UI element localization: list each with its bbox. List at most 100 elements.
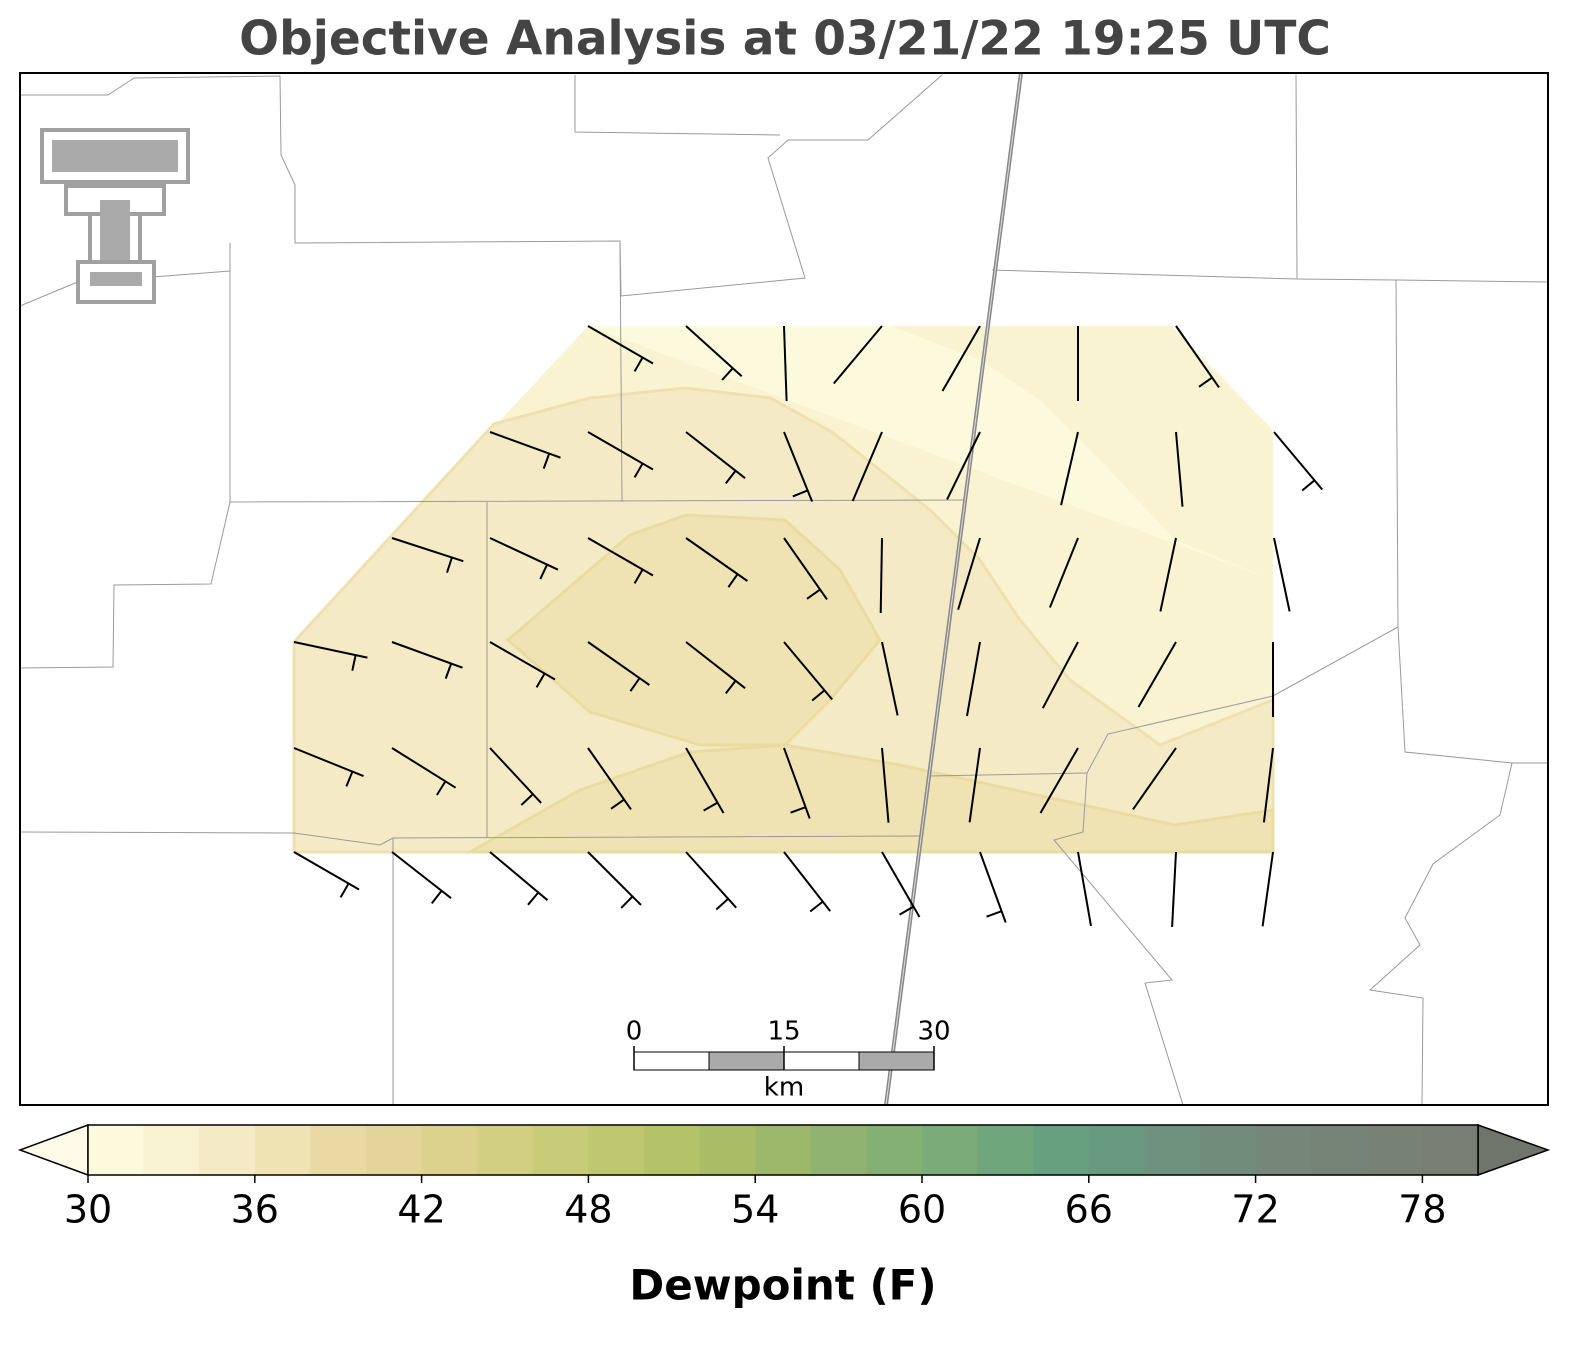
colorbar-bin [922,1125,979,1175]
dewpoint-field [292,326,1275,854]
wind-barb [1077,851,1092,927]
wind-barb [685,537,748,588]
colorbar-extend-low [17,1123,89,1177]
colorbar-bin [810,1125,867,1175]
wind-barb [1048,537,1079,608]
wind-barb [783,641,833,702]
colorbar-bin [532,1125,589,1175]
borders [19,74,1549,1106]
colorbar-bin [977,1125,1034,1175]
colorbar-tick-label: 72 [1231,1188,1279,1232]
colorbar-bin [1422,1125,1479,1175]
colorbar: 30 36 42 48 54 60 66 72 78 [17,1123,1551,1232]
scale-segment [858,1051,935,1071]
wind-barb [783,851,831,913]
wind-barb [881,641,899,716]
colorbar-bin [143,1125,200,1175]
colorbar-bin [1311,1125,1368,1175]
wind-barb [1171,851,1177,927]
scale-tick-label: 15 [767,1017,800,1047]
wind-barb [293,747,364,787]
colorbar-bin [477,1125,534,1175]
scale-tick-label: 0 [626,1017,643,1047]
scale-unit: km [764,1073,804,1103]
wind-barb [391,851,452,905]
wind-barb [489,537,559,580]
field-contour [588,326,1273,580]
wind-barb [879,537,883,614]
field-contour [505,513,882,747]
wind-barb [587,747,632,810]
chart-title: Objective Analysis at 03/21/22 19:25 UTC [239,12,1331,67]
wind-barb [1060,431,1079,506]
colorbar-bin [88,1125,145,1175]
colorbar-tick-label: 78 [1398,1188,1446,1232]
wind-barb [1262,747,1274,823]
wind-barb [489,431,561,469]
wind-barb [587,537,654,584]
colorbar-bin [199,1125,256,1175]
wind-barb [881,851,921,918]
wind-barb [587,431,654,478]
wind-barb [1137,641,1177,708]
colorbar-tick-label: 48 [564,1188,612,1232]
wind-barb [685,431,746,485]
colorbar-bin [1200,1125,1257,1175]
colorbar-bin [366,1125,423,1175]
scale-segment [783,1051,860,1071]
wind-barb [293,851,360,898]
colorbar-bin [254,1125,311,1175]
colorbar-bin [1144,1125,1201,1175]
scale-bar: 0 15 30 km [626,1017,951,1103]
colorbar-bin [310,1125,367,1175]
wind-barb [1273,431,1323,492]
colorbar-bin [699,1125,756,1175]
wind-barb [833,325,883,385]
wind-barb [587,851,642,909]
wind-barb [391,537,464,574]
wind-barb [685,325,743,381]
wind-barb [783,747,811,819]
wind-barb [966,641,981,717]
wind-barbs [293,325,1323,927]
colorbar-tick-label: 60 [898,1188,946,1232]
colorbar-tick-label: 30 [64,1188,112,1232]
wind-barb [783,537,828,600]
colorbar-bin [1033,1125,1090,1175]
colorbar-bin [421,1125,478,1175]
colorbar-tick-label: 54 [731,1188,779,1232]
wind-barb [1175,431,1184,507]
map: 0 15 30 km [19,72,1549,1106]
wind-barb [946,431,981,500]
wind-barb [783,431,814,502]
scale-segment [708,1051,785,1071]
wind-barb [685,747,725,814]
colorbar-tick-label: 42 [397,1188,445,1232]
colorbar-bin [755,1125,812,1175]
wind-barb [968,747,981,823]
logo [40,128,190,304]
wind-barb [1039,747,1079,814]
wind-barb [957,537,981,610]
colorbar-bin [1255,1125,1312,1175]
wind-barb [783,325,788,402]
colorbar-bin [1366,1125,1423,1175]
colorbar-bin [588,1125,645,1175]
wind-barb [391,641,463,679]
wind-barb [685,851,737,911]
wind-barb [1159,537,1177,612]
wind-barb [489,851,549,906]
wind-barb [941,325,981,392]
wind-barb [851,431,883,502]
colorbar-label: Dewpoint (F) [629,1261,936,1310]
wind-barb [1273,537,1291,612]
colorbar-bin [1088,1125,1145,1175]
colorbar-bin [644,1125,701,1175]
wind-barb [587,641,650,692]
wind-barb [293,641,368,671]
wind-barb [489,641,556,688]
colorbar-bin [866,1125,923,1175]
wind-barb [1261,851,1274,927]
colorbar-extend-high [1477,1123,1551,1177]
